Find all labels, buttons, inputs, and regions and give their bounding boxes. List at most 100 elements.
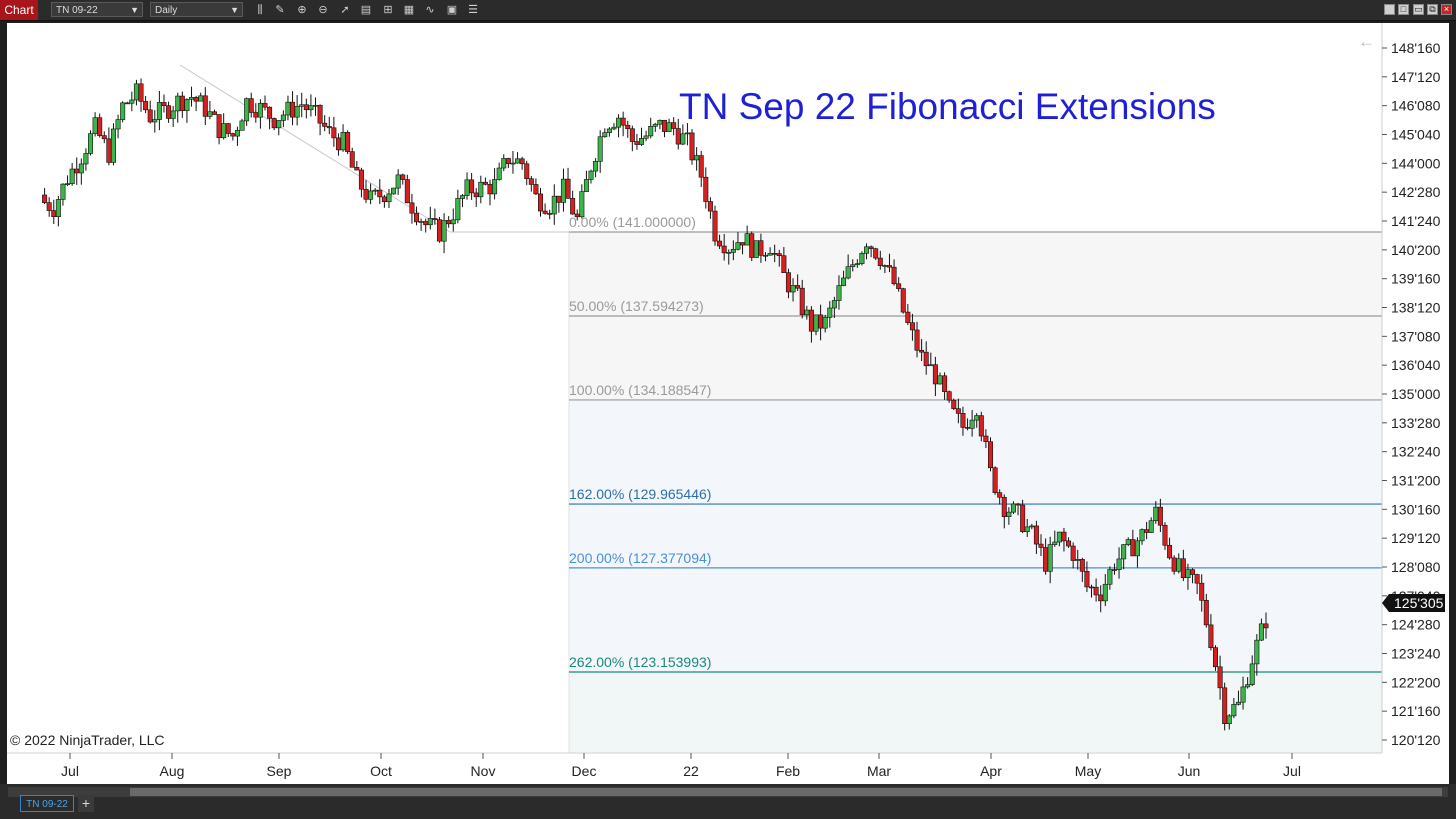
properties-icon[interactable]: ⊞ — [383, 4, 393, 16]
candle — [625, 120, 631, 138]
candle — [666, 118, 672, 132]
candle-body — [441, 220, 447, 242]
indicators-icon[interactable]: ▣ — [446, 4, 458, 16]
candle — [560, 168, 566, 212]
candle — [827, 301, 833, 328]
candle-body — [349, 151, 355, 168]
y-tick-label: 144'000 — [1391, 155, 1441, 171]
zoom-in-icon[interactable]: ⊕ — [297, 4, 307, 16]
candle-body — [1222, 687, 1228, 725]
chart-panel[interactable]: 0.00% (141.000000) 50.00% (137.594273) 100… — [7, 23, 1449, 784]
candle — [216, 114, 222, 145]
chevron-down-icon: ▼ — [230, 5, 239, 15]
instrument-selector[interactable]: TN 09-22 ▼ — [51, 2, 143, 17]
candle — [262, 95, 268, 111]
close-icon[interactable]: × — [1441, 4, 1452, 15]
candle-body — [551, 195, 557, 215]
candle-body — [524, 163, 530, 180]
candle — [267, 106, 273, 130]
candle-body — [896, 283, 902, 289]
window-toolbar: Chart TN 09-22 ▼ Daily ▼ ⫼ ✎ ⊕ ⊖ ➚ ▤ ⊞ ▦… — [0, 0, 1456, 21]
candle — [276, 120, 282, 136]
pointer-icon[interactable]: ➚ — [340, 4, 350, 16]
candle-body — [588, 170, 594, 180]
add-tab-button[interactable]: + — [78, 795, 94, 812]
instrument-tab[interactable]: TN 09-22 — [20, 795, 74, 812]
zoom-out-icon[interactable]: ⊖ — [318, 4, 328, 16]
candle — [482, 177, 488, 186]
maximize-icon[interactable]: ⧉ — [1427, 4, 1438, 15]
candle — [639, 127, 645, 146]
candle — [680, 124, 686, 146]
candle-body — [156, 102, 162, 120]
data-box-icon[interactable]: ▤ — [360, 4, 372, 16]
candle-body — [951, 399, 957, 409]
candle-body — [1162, 524, 1168, 546]
scrollbar-thumb[interactable] — [130, 788, 1442, 796]
fib-trend-line-1 — [179, 64, 451, 233]
candle — [487, 179, 493, 206]
candle — [597, 130, 603, 173]
candle — [464, 172, 470, 200]
x-tick-label: Aug — [160, 763, 185, 779]
minimize-icon[interactable] — [1384, 4, 1395, 15]
candle-body — [914, 329, 920, 351]
candle-body — [510, 162, 516, 165]
draw-pencil-icon[interactable]: ✎ — [275, 4, 285, 16]
candle — [652, 122, 658, 132]
candle-body — [505, 158, 511, 165]
candle-body — [400, 174, 406, 180]
candle — [850, 259, 856, 272]
candle — [538, 187, 544, 217]
candle — [1263, 612, 1269, 639]
candle-body — [1203, 600, 1209, 626]
candle-body — [661, 119, 667, 132]
candle-body — [170, 110, 176, 119]
candle-body — [717, 240, 723, 247]
candle — [78, 158, 84, 185]
candle — [951, 398, 957, 411]
candle — [1217, 655, 1223, 700]
candle-body — [707, 201, 713, 212]
candle-body — [1010, 503, 1016, 513]
candle-body — [1167, 544, 1173, 559]
y-tick-label: 122'200 — [1391, 674, 1441, 690]
strategies-icon[interactable]: ∿ — [425, 4, 435, 16]
candle-body — [854, 263, 860, 266]
tile-icon[interactable]: ▭ — [1413, 4, 1424, 15]
candle-body — [1263, 623, 1269, 629]
candle-body — [363, 188, 369, 200]
candle — [1070, 542, 1076, 569]
horizontal-scrollbar[interactable] — [8, 787, 1448, 797]
back-arrow-icon[interactable]: ← — [1358, 32, 1375, 51]
candle-body — [808, 309, 814, 332]
period-selector[interactable]: Daily ▼ — [150, 2, 243, 17]
candle-body — [753, 240, 759, 258]
candle — [643, 130, 649, 142]
y-tick-label: 141'240 — [1391, 213, 1441, 229]
price-chart[interactable]: 0.00% (141.000000) 50.00% (137.594273) 100… — [7, 23, 1449, 784]
chart-window-tab[interactable]: Chart — [0, 0, 38, 20]
candle-body — [234, 130, 240, 137]
candle-body — [822, 317, 828, 329]
candle — [726, 249, 732, 265]
restore-icon[interactable]: □ — [1398, 4, 1409, 15]
candle — [189, 86, 195, 107]
candle — [97, 113, 103, 138]
candle-body — [923, 351, 929, 367]
templates-icon[interactable]: ▦ — [403, 4, 415, 16]
candle — [427, 206, 433, 230]
candle-body — [207, 111, 213, 117]
candle-body — [818, 314, 824, 329]
candle-body — [845, 266, 851, 279]
candle-body — [106, 138, 112, 163]
candle-body — [221, 123, 227, 139]
show-list-icon[interactable]: ☰ — [468, 4, 478, 16]
candle-body — [340, 132, 346, 151]
candle — [175, 92, 181, 123]
candle-body — [886, 265, 892, 268]
candle-body — [597, 136, 603, 162]
candle-body — [937, 375, 943, 385]
bar-type-icon[interactable]: ⫼ — [257, 4, 263, 16]
candle-body — [556, 195, 562, 203]
